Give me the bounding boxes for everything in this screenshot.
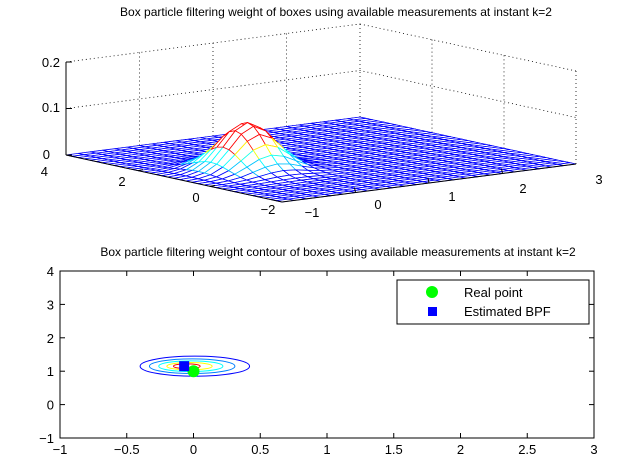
z-grid-line-0 <box>65 70 577 118</box>
surface-title: Box particle filtering weight of boxes u… <box>120 5 552 19</box>
z-tick-0: 0 <box>43 147 50 162</box>
contour-y-tick-3: 2 <box>47 331 54 346</box>
contour-y-tick-0: −1 <box>39 431 54 446</box>
y-tick-4: 4 <box>41 164 48 179</box>
legend: Real point Estimated BPF <box>396 279 590 325</box>
surface-chart: Box particle filtering weight of boxes u… <box>41 5 603 220</box>
contour-x-tick-6: 2 <box>457 442 464 457</box>
contour-x-tick-5: 1.5 <box>385 442 403 457</box>
estimated-bpf-marker <box>179 361 190 372</box>
y-axis-line <box>65 154 283 203</box>
x-tick-1: 1 <box>448 189 455 204</box>
legend-estimated-bpf-icon <box>428 307 437 316</box>
contour-y-tick-1: 0 <box>47 398 54 413</box>
contour-x-tick-4: 1 <box>323 442 330 457</box>
legend-real-point-icon <box>426 286 438 298</box>
z-tick-0.2: 0.2 <box>42 55 60 70</box>
contour-y-tick-5: 4 <box>47 264 54 279</box>
contour-x-tick-2: 0 <box>190 442 197 457</box>
x-tick-mark-0 <box>354 187 356 193</box>
x-tick-neg1: −1 <box>305 205 320 220</box>
contour-chart: Box particle filtering weight contour of… <box>39 245 597 457</box>
x-tick-mark-1 <box>427 177 430 184</box>
contour-title: Box particle filtering weight contour of… <box>100 245 576 259</box>
real-point-marker <box>187 365 200 378</box>
y-tick-2: 2 <box>118 174 125 189</box>
y-tick-0: 0 <box>192 190 199 205</box>
contour-x-tick-1: −0.5 <box>114 442 140 457</box>
contour-x-tick-0: −1 <box>53 442 68 457</box>
contour-x-tick-labels: −1 −0.5 0 0.5 1 1.5 2 2.5 3 <box>53 442 598 457</box>
z-tick-0.1: 0.1 <box>42 100 60 115</box>
contour-y-tick-4: 3 <box>47 297 54 312</box>
y-tick-mark-0 <box>137 169 144 172</box>
y-tick-neg2: −2 <box>261 202 276 217</box>
x-tick-0: 0 <box>374 197 381 212</box>
contour-y-tick-2: 1 <box>47 364 54 379</box>
x-tick-3: 3 <box>595 172 602 187</box>
contour-x-tick-8: 3 <box>590 442 597 457</box>
legend-real-point-label: Real point <box>464 285 523 300</box>
contour-x-tick-7: 2.5 <box>518 442 536 457</box>
surface-axes <box>65 61 577 203</box>
surface-mesh <box>65 116 577 203</box>
contour-y-tick-labels: −1 0 1 2 3 4 <box>39 264 54 446</box>
contour-x-tick-3: 0.5 <box>251 442 269 457</box>
x-tick-mark-2 <box>501 168 503 174</box>
x-tick-2: 2 <box>519 181 526 196</box>
box-edge-4 <box>359 23 577 72</box>
legend-estimated-bpf-label: Estimated BPF <box>464 304 551 319</box>
y-tick-mark-1 <box>209 184 216 187</box>
contour-ticks <box>59 270 595 439</box>
